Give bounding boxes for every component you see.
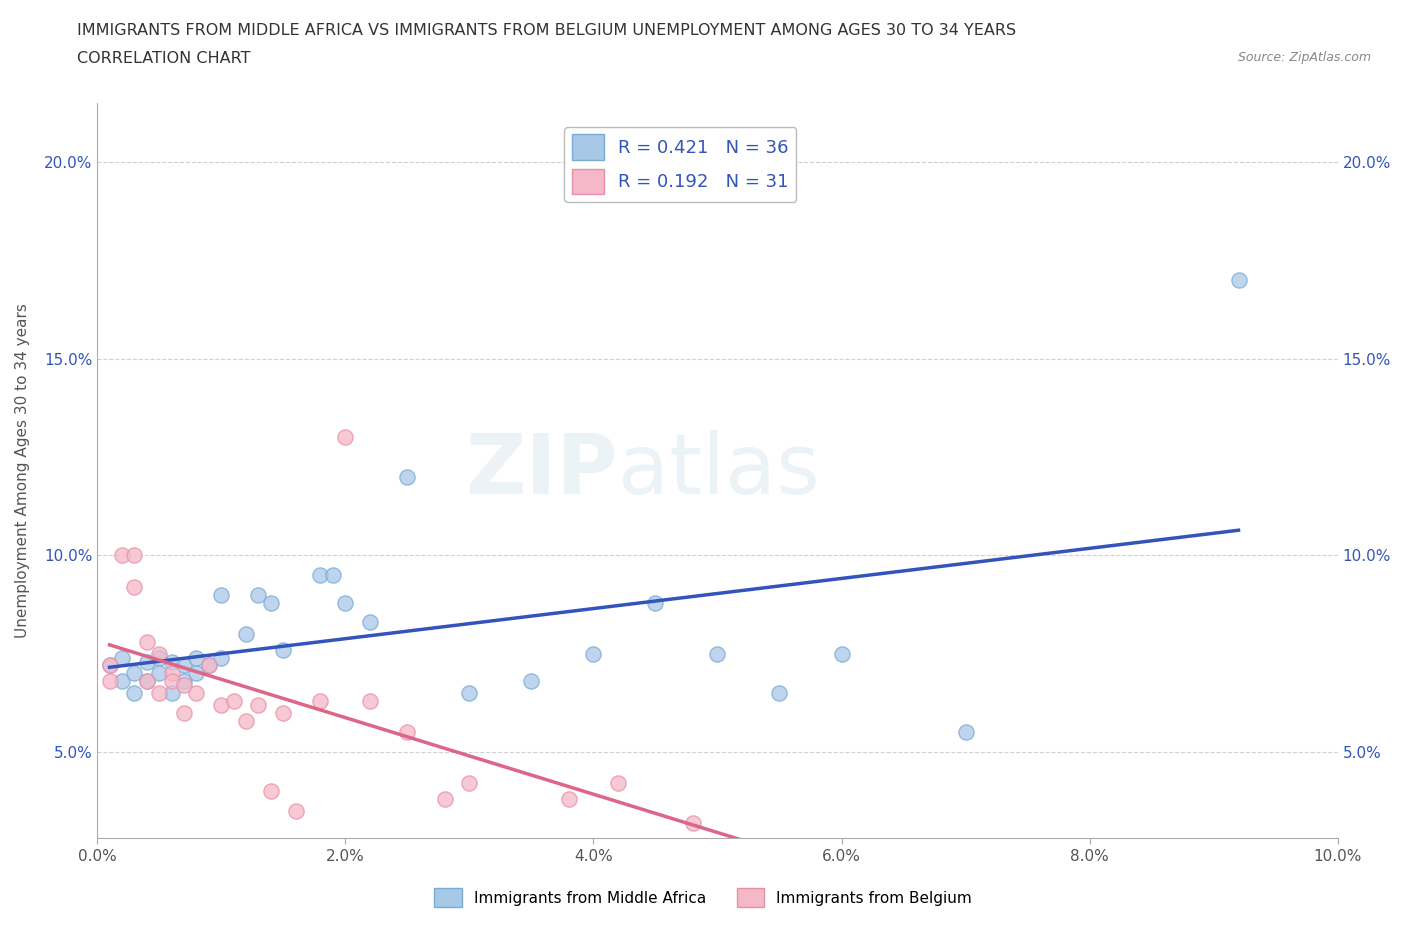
Point <box>197 658 219 673</box>
Point <box>335 430 357 445</box>
Point <box>458 685 481 700</box>
Point <box>557 791 579 806</box>
Point <box>322 567 344 582</box>
Point <box>309 694 332 709</box>
Text: Source: ZipAtlas.com: Source: ZipAtlas.com <box>1237 51 1371 64</box>
Legend: Immigrants from Middle Africa, Immigrants from Belgium: Immigrants from Middle Africa, Immigrant… <box>427 883 979 913</box>
Point <box>359 694 381 709</box>
Point <box>222 694 245 709</box>
Point <box>260 595 283 610</box>
Point <box>260 784 283 799</box>
Point <box>98 673 121 688</box>
Point <box>173 658 195 673</box>
Point <box>186 685 208 700</box>
Point <box>160 673 183 688</box>
Point <box>235 713 257 728</box>
Text: atlas: atlas <box>619 431 820 512</box>
Point <box>124 548 146 563</box>
Point <box>607 776 630 790</box>
Point <box>706 646 728 661</box>
Point <box>186 666 208 681</box>
Point <box>235 627 257 642</box>
Point <box>682 816 704 830</box>
Point <box>247 698 270 712</box>
Point <box>160 666 183 681</box>
Point <box>335 595 357 610</box>
Point <box>831 646 853 661</box>
Point <box>1227 272 1250 287</box>
Point <box>148 650 170 665</box>
Point <box>135 673 157 688</box>
Point <box>209 587 232 602</box>
Point <box>173 705 195 720</box>
Point <box>433 791 456 806</box>
Point <box>359 615 381 630</box>
Point <box>197 658 219 673</box>
Point <box>247 587 270 602</box>
Text: CORRELATION CHART: CORRELATION CHART <box>77 51 250 66</box>
Point <box>160 685 183 700</box>
Point <box>209 650 232 665</box>
Point <box>582 646 605 661</box>
Point <box>160 654 183 669</box>
Point <box>396 470 419 485</box>
Text: ZIP: ZIP <box>465 431 619 512</box>
Point <box>271 705 294 720</box>
Point <box>520 673 543 688</box>
Point <box>271 643 294 658</box>
Point <box>124 579 146 594</box>
Legend: R = 0.421   N = 36, R = 0.192   N = 31: R = 0.421 N = 36, R = 0.192 N = 31 <box>564 127 796 202</box>
Point <box>209 698 232 712</box>
Point <box>173 678 195 693</box>
Point <box>111 650 134 665</box>
Point <box>111 548 134 563</box>
Point <box>148 646 170 661</box>
Point <box>186 650 208 665</box>
Point <box>98 658 121 673</box>
Text: IMMIGRANTS FROM MIDDLE AFRICA VS IMMIGRANTS FROM BELGIUM UNEMPLOYMENT AMONG AGES: IMMIGRANTS FROM MIDDLE AFRICA VS IMMIGRA… <box>77 23 1017 38</box>
Point <box>309 567 332 582</box>
Point <box>955 724 977 739</box>
Point <box>148 666 170 681</box>
Point <box>768 685 790 700</box>
Point <box>458 776 481 790</box>
Point <box>124 685 146 700</box>
Point <box>396 724 419 739</box>
Point <box>135 654 157 669</box>
Point <box>135 673 157 688</box>
Y-axis label: Unemployment Among Ages 30 to 34 years: Unemployment Among Ages 30 to 34 years <box>15 303 30 638</box>
Point <box>111 673 134 688</box>
Point <box>284 804 307 818</box>
Point <box>135 634 157 649</box>
Point <box>98 658 121 673</box>
Point <box>644 595 666 610</box>
Point <box>124 666 146 681</box>
Point <box>148 685 170 700</box>
Point <box>173 673 195 688</box>
